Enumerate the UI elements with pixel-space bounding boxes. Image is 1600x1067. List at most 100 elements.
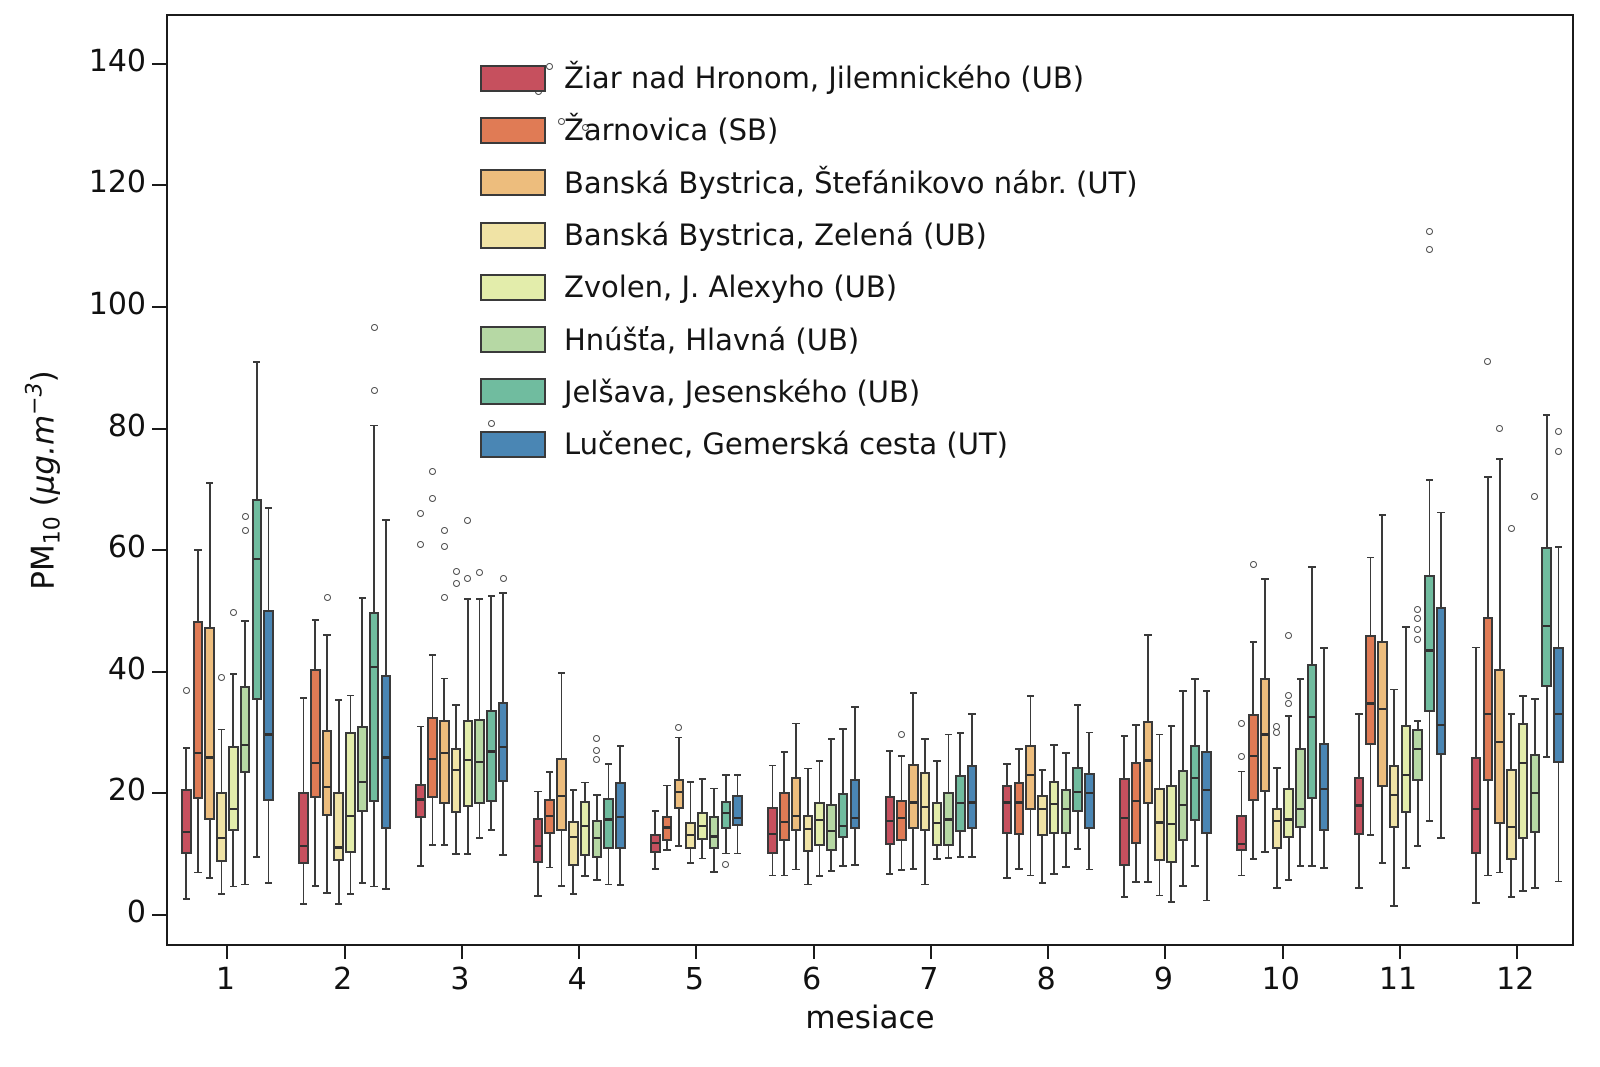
boxplot-box bbox=[568, 820, 579, 867]
whisker-lower bbox=[736, 826, 739, 854]
whisker-cap-upper bbox=[487, 594, 495, 597]
whisker-cap-upper bbox=[452, 703, 460, 706]
whisker-lower bbox=[1287, 837, 1290, 881]
whisker-lower bbox=[361, 812, 364, 883]
boxplot-box bbox=[1072, 767, 1083, 813]
whisker-lower bbox=[572, 866, 575, 894]
legend: Žiar nad Hronom, Jilemnického (UB) Žarnov… bbox=[480, 52, 1138, 470]
whisker-cap-upper bbox=[581, 781, 589, 784]
median-line bbox=[909, 801, 917, 804]
whisker-cap-upper bbox=[1202, 690, 1211, 693]
whisker-cap-upper bbox=[1144, 633, 1152, 636]
whisker-cap-upper bbox=[1062, 752, 1070, 755]
median-line bbox=[241, 744, 249, 747]
boxplot-box bbox=[849, 778, 861, 830]
whisker-cap-lower bbox=[464, 853, 472, 856]
whisker-cap-upper bbox=[428, 653, 437, 656]
y-axis-tick-label: 20 bbox=[107, 773, 146, 809]
boxplot-box bbox=[908, 763, 919, 830]
boxplot-box bbox=[1494, 668, 1505, 824]
whisker-upper bbox=[689, 781, 692, 822]
whisker-cap-upper bbox=[651, 810, 659, 812]
x-axis-tick bbox=[1399, 946, 1401, 959]
whisker-cap-lower bbox=[768, 874, 777, 877]
median-line bbox=[264, 733, 273, 736]
outlier-point bbox=[1484, 358, 1492, 366]
whisker-cap-upper bbox=[1191, 678, 1199, 680]
boxplot-box bbox=[826, 804, 837, 852]
whisker-upper bbox=[478, 598, 481, 719]
x-axis-label: mesiace bbox=[805, 1000, 935, 1036]
whisker-cap-lower bbox=[1495, 871, 1504, 874]
whisker-cap-lower bbox=[1085, 868, 1094, 871]
boxplot-box bbox=[1154, 787, 1165, 862]
x-axis-tick-label: 12 bbox=[1496, 962, 1535, 997]
outlier-point bbox=[1554, 448, 1562, 456]
whisker-upper bbox=[584, 782, 586, 802]
whisker-lower bbox=[255, 700, 258, 858]
boxplot-box bbox=[837, 792, 849, 838]
whisker-cap-lower bbox=[1284, 879, 1293, 882]
median-line bbox=[780, 820, 788, 824]
whisker-lower bbox=[935, 846, 938, 860]
whisker-upper bbox=[349, 695, 352, 732]
whisker-upper bbox=[1475, 647, 1477, 757]
median-line bbox=[1144, 759, 1152, 762]
whisker-cap-upper bbox=[851, 706, 859, 708]
median-line bbox=[1050, 803, 1058, 806]
whisker-lower bbox=[830, 851, 833, 872]
whisker-cap-lower bbox=[1026, 874, 1035, 877]
whisker-cap-lower bbox=[1366, 834, 1375, 837]
whisker-cap-upper bbox=[335, 699, 343, 702]
boxplot-box bbox=[1271, 807, 1283, 850]
median-line bbox=[1167, 822, 1176, 825]
whisker-lower bbox=[724, 828, 727, 854]
whisker-cap-lower bbox=[1554, 880, 1563, 883]
boxplot-box bbox=[615, 782, 626, 850]
whisker-upper bbox=[947, 734, 950, 793]
y-axis-tick bbox=[152, 62, 166, 65]
whisker-upper bbox=[255, 361, 258, 499]
x-axis-tick bbox=[1281, 946, 1284, 959]
whisker-cap-lower bbox=[1531, 886, 1539, 889]
whisker-cap-lower bbox=[1390, 904, 1398, 907]
whisker-lower bbox=[1486, 781, 1489, 876]
whisker-cap-lower bbox=[593, 879, 601, 882]
whisker-cap-lower bbox=[733, 852, 742, 855]
outlier-point bbox=[1273, 723, 1281, 731]
outlier-point bbox=[1425, 227, 1433, 235]
whisker-lower bbox=[1182, 841, 1185, 886]
whisker-upper bbox=[1404, 626, 1407, 726]
whisker-upper bbox=[1311, 567, 1314, 664]
whisker-cap-lower bbox=[1273, 887, 1281, 890]
legend-swatch bbox=[480, 64, 546, 92]
whisker-cap-upper bbox=[475, 597, 484, 600]
whisker-upper bbox=[502, 592, 504, 702]
whisker-upper bbox=[1510, 714, 1513, 770]
whisker-upper bbox=[1076, 704, 1079, 768]
median-line bbox=[1495, 740, 1504, 743]
median-line bbox=[499, 746, 507, 749]
whisker-cap-upper bbox=[827, 737, 836, 740]
whisker-cap-upper bbox=[264, 506, 273, 509]
legend-label: Banská Bystrica, Štefánikovo nábr. (UT) bbox=[564, 165, 1138, 200]
boxplot-box bbox=[579, 801, 591, 857]
median-line bbox=[827, 829, 836, 833]
median-line bbox=[1413, 747, 1422, 751]
whisker-upper bbox=[1006, 764, 1008, 786]
whisker-cap-upper bbox=[1531, 698, 1539, 701]
outlier-point bbox=[464, 516, 472, 524]
whisker-cap-lower bbox=[827, 870, 836, 873]
whisker-upper bbox=[666, 785, 668, 816]
x-axis-tick bbox=[1047, 946, 1050, 959]
median-line bbox=[1026, 774, 1035, 777]
whisker-cap-lower bbox=[1120, 895, 1128, 898]
whisker-lower bbox=[443, 803, 446, 846]
median-line bbox=[1062, 808, 1070, 811]
whisker-upper bbox=[654, 811, 657, 834]
median-line bbox=[1155, 821, 1164, 824]
outlier-point bbox=[1285, 692, 1293, 699]
whisker-cap-lower bbox=[194, 871, 202, 874]
whisker-lower bbox=[431, 798, 434, 846]
whisker-lower bbox=[185, 853, 188, 900]
